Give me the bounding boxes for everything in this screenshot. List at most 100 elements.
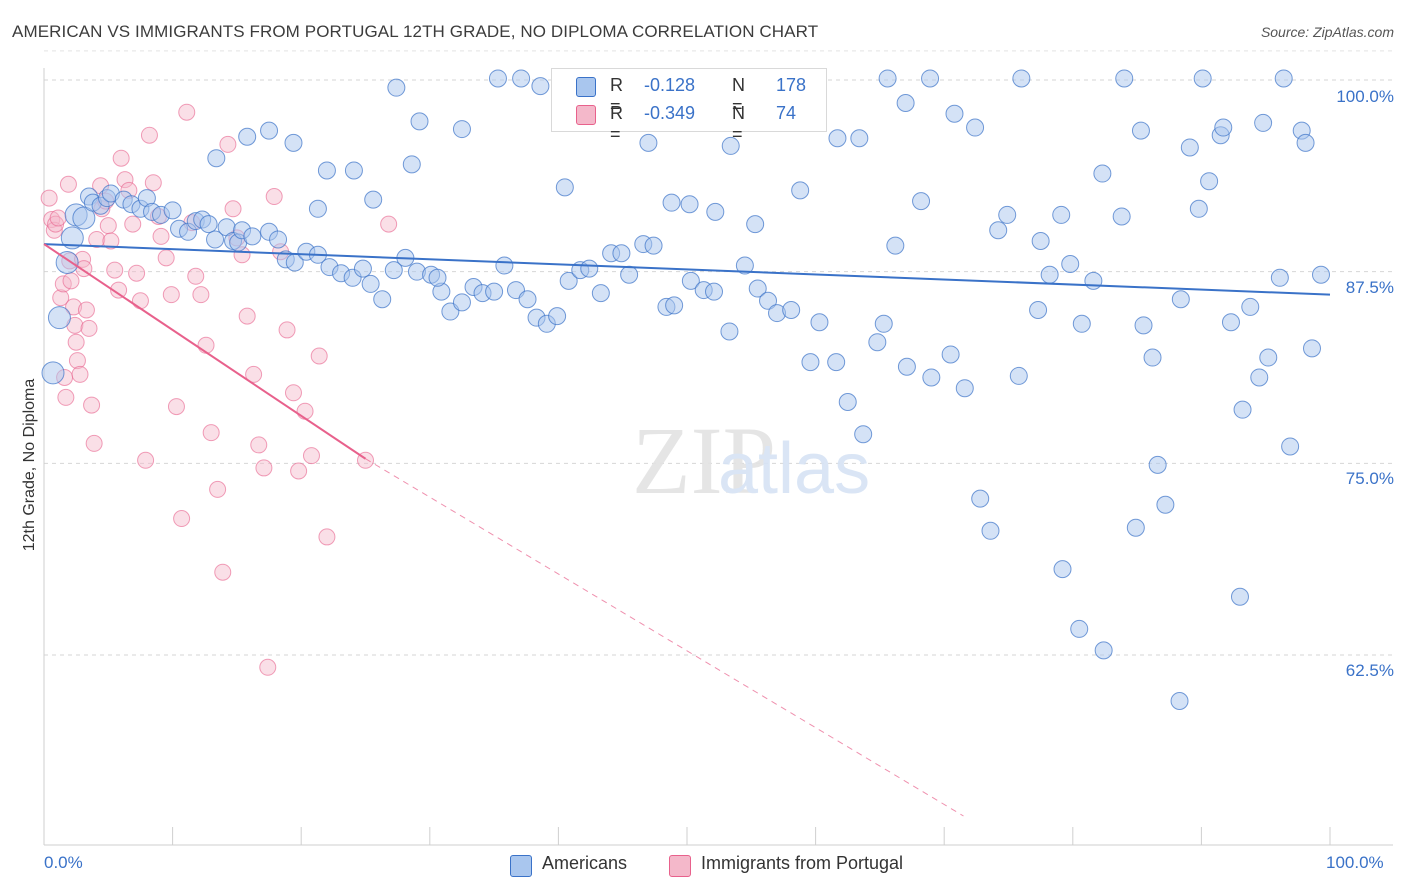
portugal-point-0	[40, 189, 58, 207]
americans-point-127	[344, 161, 363, 180]
americans-point-1	[47, 306, 71, 330]
americans-point-84	[886, 236, 905, 255]
americans-point-65	[644, 236, 663, 255]
watermark-zip: ZIP	[632, 407, 776, 514]
americans-point-71	[720, 322, 739, 341]
americans-point-112	[1233, 400, 1252, 419]
americans-point-0	[41, 361, 65, 385]
americans-point-68	[681, 271, 700, 290]
americans-point-56	[548, 307, 567, 326]
americans-point-73	[748, 279, 767, 298]
americans-point-137	[555, 178, 574, 197]
portugal-point-51	[202, 424, 220, 442]
portugal-point-19	[77, 301, 95, 319]
americans-point-60	[591, 284, 610, 303]
americans-point-81	[854, 425, 873, 444]
portugal-point-59	[245, 365, 263, 383]
americans-point-95	[1040, 265, 1059, 284]
americans-point-170	[1274, 69, 1293, 88]
portugal-point-38	[140, 126, 158, 144]
americans-point-111	[1221, 313, 1240, 332]
americans-point-142	[680, 195, 699, 214]
americans-point-94	[1029, 301, 1048, 319]
portugal-point-62	[259, 658, 277, 676]
americans-point-105	[1156, 495, 1175, 514]
americans-point-134	[488, 69, 507, 88]
legend-n-label: N =	[732, 75, 745, 116]
americans-point-153	[921, 69, 940, 88]
x-tick-min: 0.0%	[44, 853, 83, 872]
portugal-point-22	[85, 434, 103, 452]
bottom-legend-swatch-americans	[510, 855, 532, 877]
portugal-point-9	[59, 175, 77, 193]
americans-point-3	[60, 226, 84, 250]
portugal-point-32	[116, 171, 134, 189]
americans-point-131	[410, 112, 429, 131]
americans-point-76	[782, 301, 801, 319]
americans-point-150	[850, 129, 869, 148]
watermark-atlas: atlas	[718, 429, 870, 509]
americans-point-163	[1131, 121, 1150, 140]
portugal-point-5	[52, 289, 70, 307]
americans-point-88	[941, 345, 960, 364]
americans-point-113	[1241, 297, 1260, 316]
americans-point-41	[384, 261, 403, 280]
americans-point-72	[735, 256, 754, 275]
americans-point-62	[612, 244, 631, 263]
legend-r-label: R =	[610, 75, 623, 116]
portugal-point-48	[187, 267, 205, 285]
americans-point-23	[206, 230, 225, 249]
americans-point-133	[452, 120, 471, 139]
americans-point-97	[1061, 255, 1080, 273]
americans-point-158	[1031, 232, 1050, 250]
americans-point-90	[971, 489, 990, 508]
portugal-point-61	[255, 459, 273, 477]
americans-point-59	[580, 259, 599, 278]
americans-point-168	[1230, 587, 1249, 606]
americans-point-162	[1115, 69, 1134, 88]
americans-point-120	[1311, 265, 1330, 284]
americans-point-80	[838, 393, 857, 411]
portugal-point-11	[62, 272, 80, 290]
americans-point-154	[945, 104, 964, 123]
source-credit: Source: ZipAtlas.com	[1260, 24, 1394, 40]
portugal-point-66	[284, 384, 302, 402]
americans-point-79	[827, 353, 846, 372]
americans-point-63	[620, 265, 639, 284]
americans-point-106	[1171, 290, 1190, 309]
americans-point-115	[1259, 348, 1278, 367]
americans-point-87	[922, 368, 941, 387]
portugal-point-45	[173, 510, 191, 528]
americans-point-85	[897, 357, 916, 376]
americans-point-78	[810, 313, 829, 332]
americans-point-38	[353, 259, 372, 278]
correlation-legend: R = -0.128 N = 178 R = -0.349 N = 74	[551, 68, 827, 144]
americans-point-109	[1200, 172, 1219, 191]
americans-point-167	[1214, 118, 1233, 137]
americans-point-136	[531, 77, 550, 96]
americans-point-125	[308, 199, 327, 218]
americans-point-171	[1296, 133, 1315, 152]
portugal-point-28	[102, 232, 120, 250]
americans-point-5	[72, 206, 96, 230]
portugal-point-14	[67, 333, 85, 351]
portugal-point-65	[278, 321, 296, 339]
portugal-point-41	[152, 227, 170, 245]
americans-point-67	[665, 296, 684, 315]
portugal-point-68	[296, 402, 314, 420]
americans-point-102	[1126, 518, 1145, 537]
americans-point-100	[1093, 164, 1112, 183]
americans-point-70	[705, 282, 724, 301]
americans-point-157	[1012, 69, 1031, 88]
americans-point-143	[706, 202, 725, 221]
portugal-point-37	[137, 451, 155, 469]
portugal-point-63	[265, 188, 283, 206]
americans-point-164	[1148, 455, 1167, 474]
americans-point-152	[896, 94, 915, 112]
portugal-point-73	[380, 215, 398, 233]
americans-point-140	[639, 133, 658, 152]
portugal-point-4	[49, 209, 67, 227]
portugal-point-60	[250, 436, 268, 454]
americans-point-145	[746, 215, 765, 234]
chart-title: AMERICAN VS IMMIGRANTS FROM PORTUGAL 12T…	[12, 22, 819, 41]
